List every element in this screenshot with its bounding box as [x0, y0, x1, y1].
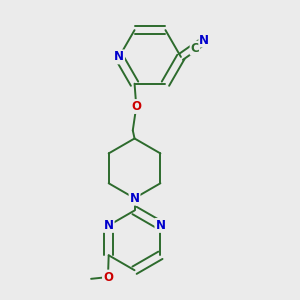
- Text: N: N: [199, 34, 209, 46]
- Text: C: C: [190, 42, 199, 55]
- Text: N: N: [114, 50, 124, 63]
- Text: N: N: [104, 219, 114, 232]
- Text: N: N: [130, 192, 140, 205]
- Text: N: N: [155, 219, 165, 232]
- Text: O: O: [103, 271, 113, 284]
- Text: O: O: [131, 100, 141, 113]
